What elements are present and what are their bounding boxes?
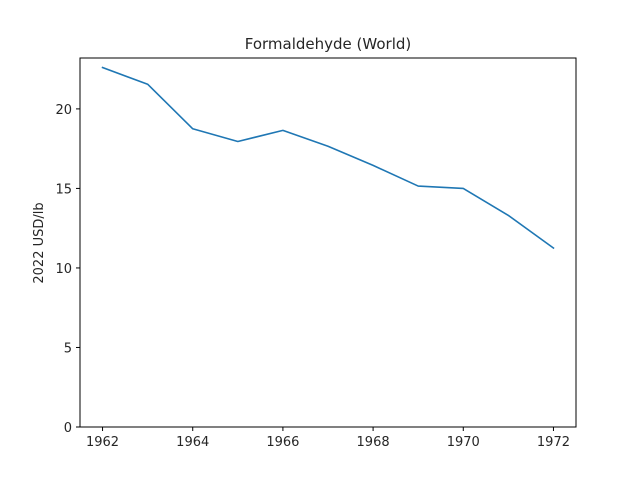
x-tick-label: 1968 bbox=[357, 435, 390, 450]
plot-frame bbox=[79, 57, 577, 428]
plot-area bbox=[101, 66, 555, 250]
y-tick-label: 0 bbox=[64, 421, 72, 436]
x-tick-label: 1964 bbox=[176, 435, 209, 450]
chart-title: Formaldehyde (World) bbox=[245, 35, 412, 53]
y-tick-label: 5 bbox=[64, 341, 72, 356]
series-line-0 bbox=[101, 66, 555, 250]
y-axis-label: 2022 USD/lb bbox=[32, 202, 47, 283]
y-tick-label: 15 bbox=[55, 182, 72, 197]
y-tick-label: 20 bbox=[55, 103, 72, 118]
x-tick-label: 1970 bbox=[447, 435, 480, 450]
x-tick-label: 1972 bbox=[537, 435, 570, 450]
x-tick-label: 1962 bbox=[86, 435, 119, 450]
y-tick-label: 10 bbox=[55, 262, 72, 277]
x-tick-label: 1966 bbox=[266, 435, 299, 450]
